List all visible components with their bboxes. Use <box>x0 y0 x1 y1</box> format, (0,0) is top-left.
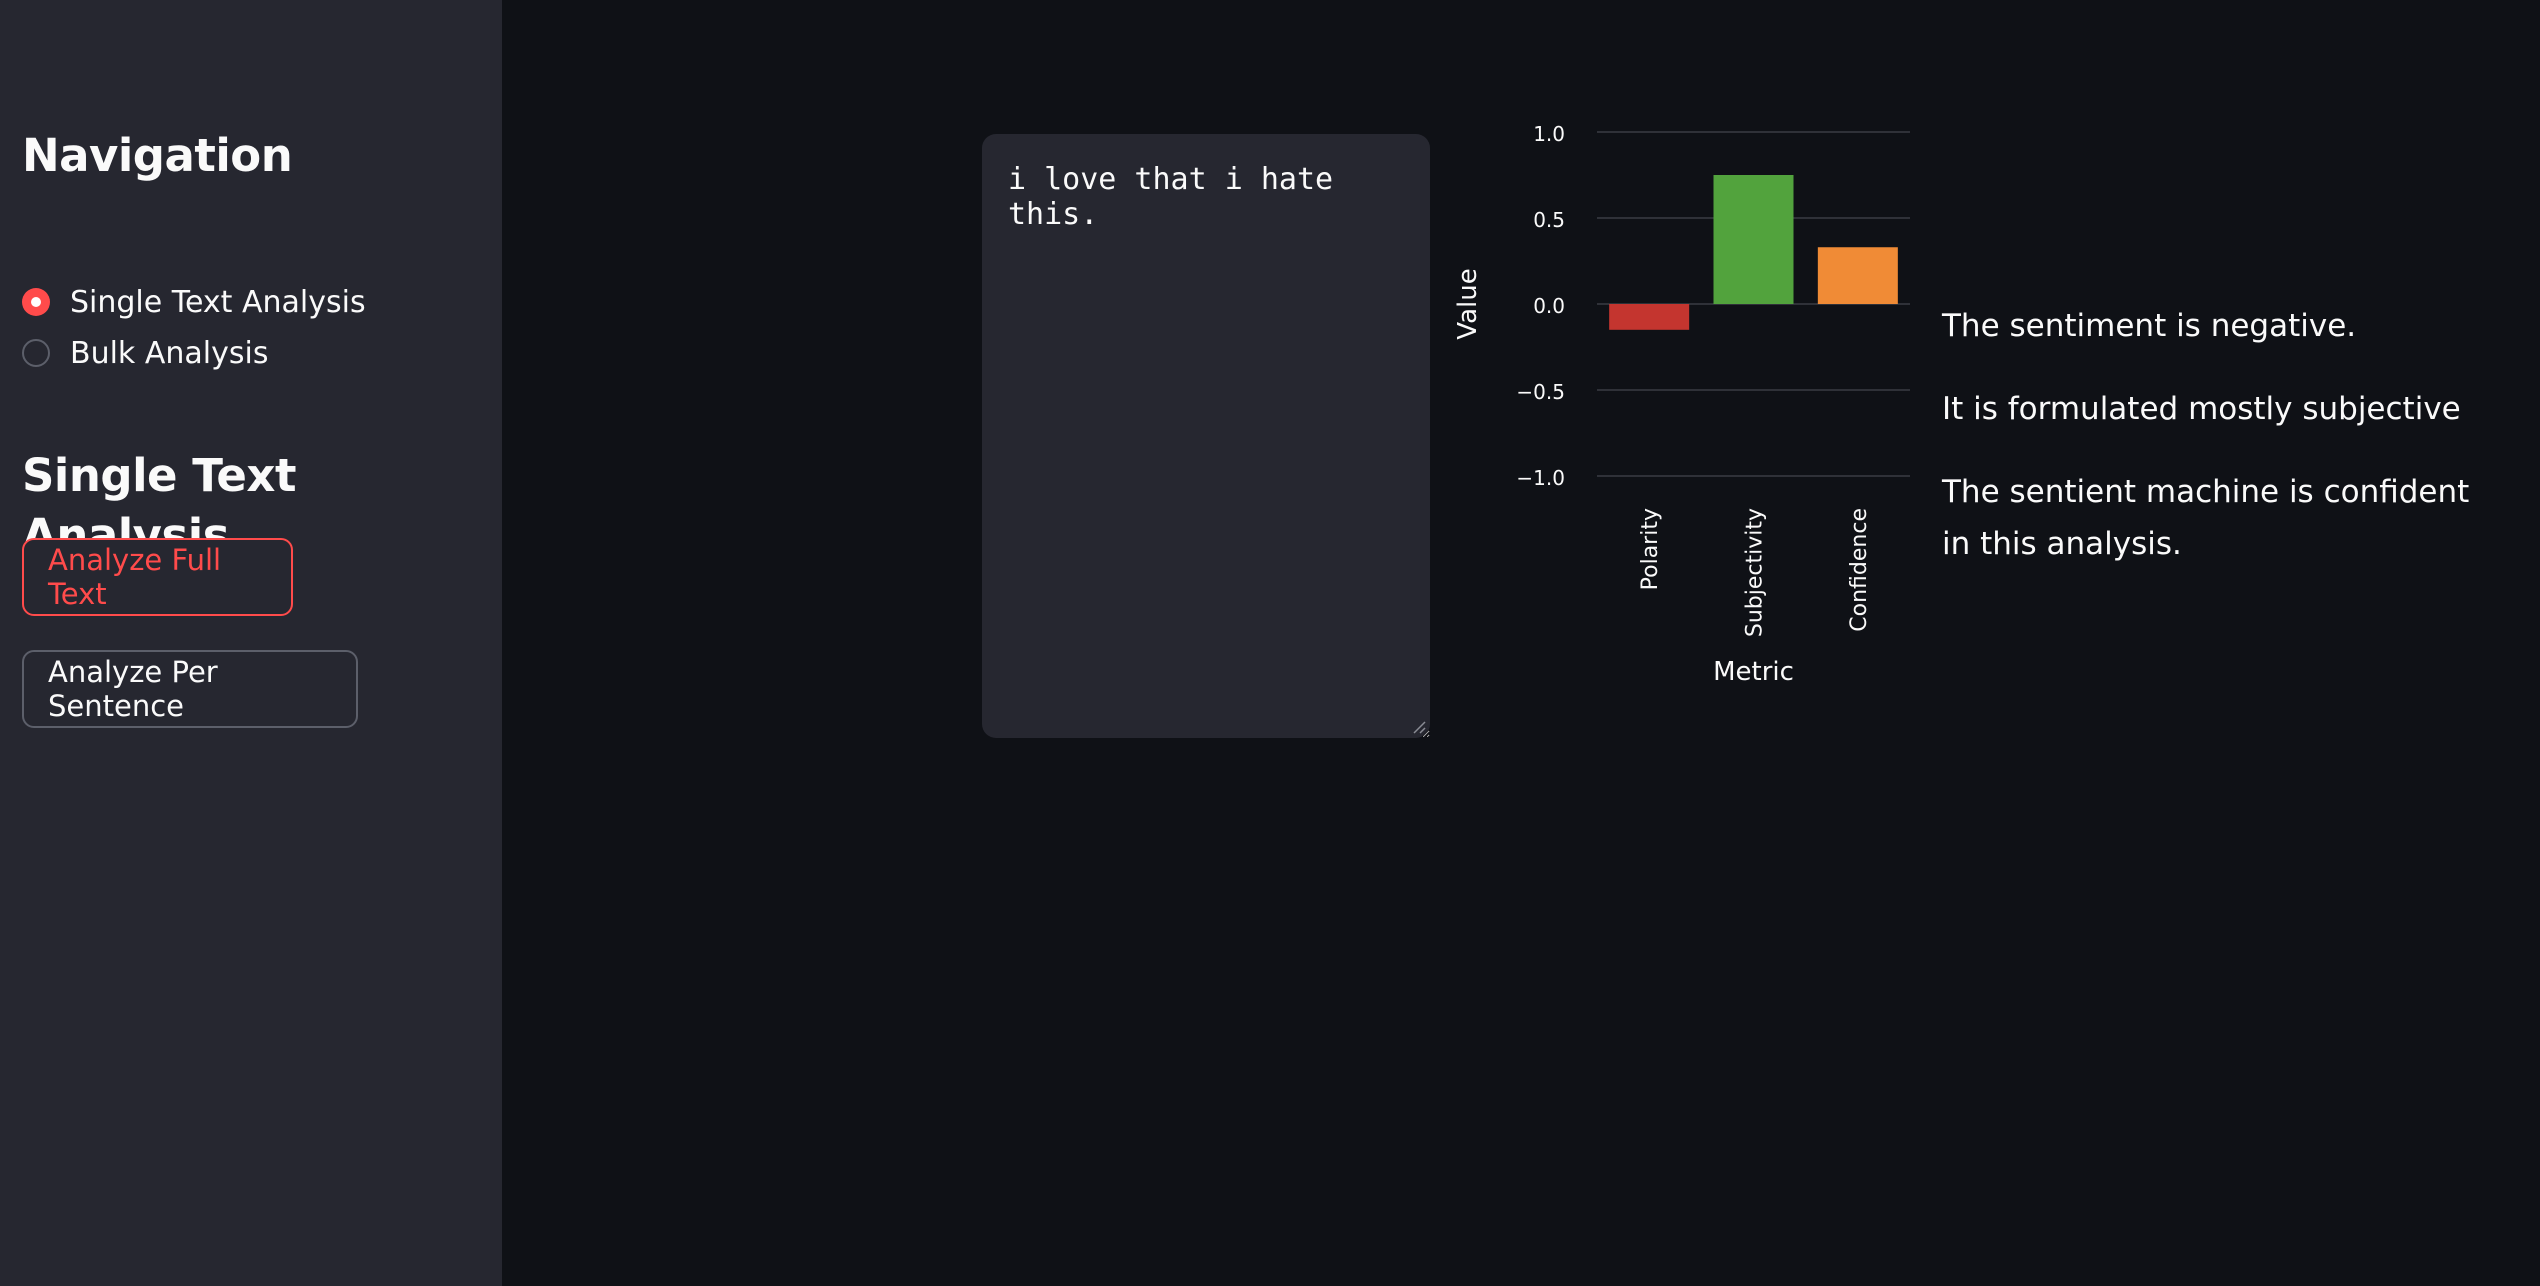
y-tick-label: −0.5 <box>1516 380 1565 404</box>
resize-handle-icon[interactable] <box>1412 720 1426 734</box>
radio-unselected-icon[interactable] <box>22 339 50 367</box>
sentiment-result: The sentiment is negative. <box>1942 308 2357 344</box>
analyze-full-text-button[interactable]: Analyze Full Text <box>22 538 293 616</box>
sidebar: Navigation Single Text Analysis Bulk Ana… <box>0 0 502 1286</box>
radio-single-text-analysis[interactable]: Single Text Analysis <box>22 280 366 324</box>
y-tick-label: 1.0 <box>1533 122 1565 146</box>
section-title: Single Text Analysis <box>22 449 296 562</box>
y-tick-label: −1.0 <box>1516 466 1565 490</box>
bar-subjectivity <box>1713 175 1794 304</box>
results-panel: The sentiment is negative. It is formula… <box>1942 300 2502 570</box>
radio-label: Bulk Analysis <box>70 335 269 371</box>
text-input[interactable]: i love that i hate this. <box>982 134 1430 738</box>
radio-label: Single Text Analysis <box>70 284 366 320</box>
analyze-per-sentence-button[interactable]: Analyze Per Sentence <box>22 650 358 728</box>
confidence-result: The sentient machine is confident in thi… <box>1942 474 2470 562</box>
y-tick-label: 0.0 <box>1533 294 1565 318</box>
x-tick-label: Polarity <box>1638 508 1663 590</box>
metrics-bar-chart: 1.0 0.5 0.0 −0.5 −1.0 Polarity Subjectivity Con… <box>1453 122 1910 687</box>
navigation-radio-group: Single Text Analysis Bulk Analysis <box>22 280 366 382</box>
y-axis-title: Value <box>1453 268 1483 339</box>
radio-bulk-analysis[interactable]: Bulk Analysis <box>22 331 366 375</box>
bar-confidence <box>1817 247 1898 304</box>
x-tick-label: Confidence <box>1847 508 1872 632</box>
bar-polarity <box>1609 304 1690 330</box>
radio-selected-icon[interactable] <box>22 288 50 316</box>
x-tick-label: Subjectivity <box>1743 508 1768 637</box>
navigation-title: Navigation <box>22 129 293 182</box>
y-tick-label: 0.5 <box>1533 208 1565 232</box>
subjectivity-result: It is formulated mostly subjective <box>1942 391 2461 427</box>
x-axis-title: Metric <box>1713 657 1794 687</box>
